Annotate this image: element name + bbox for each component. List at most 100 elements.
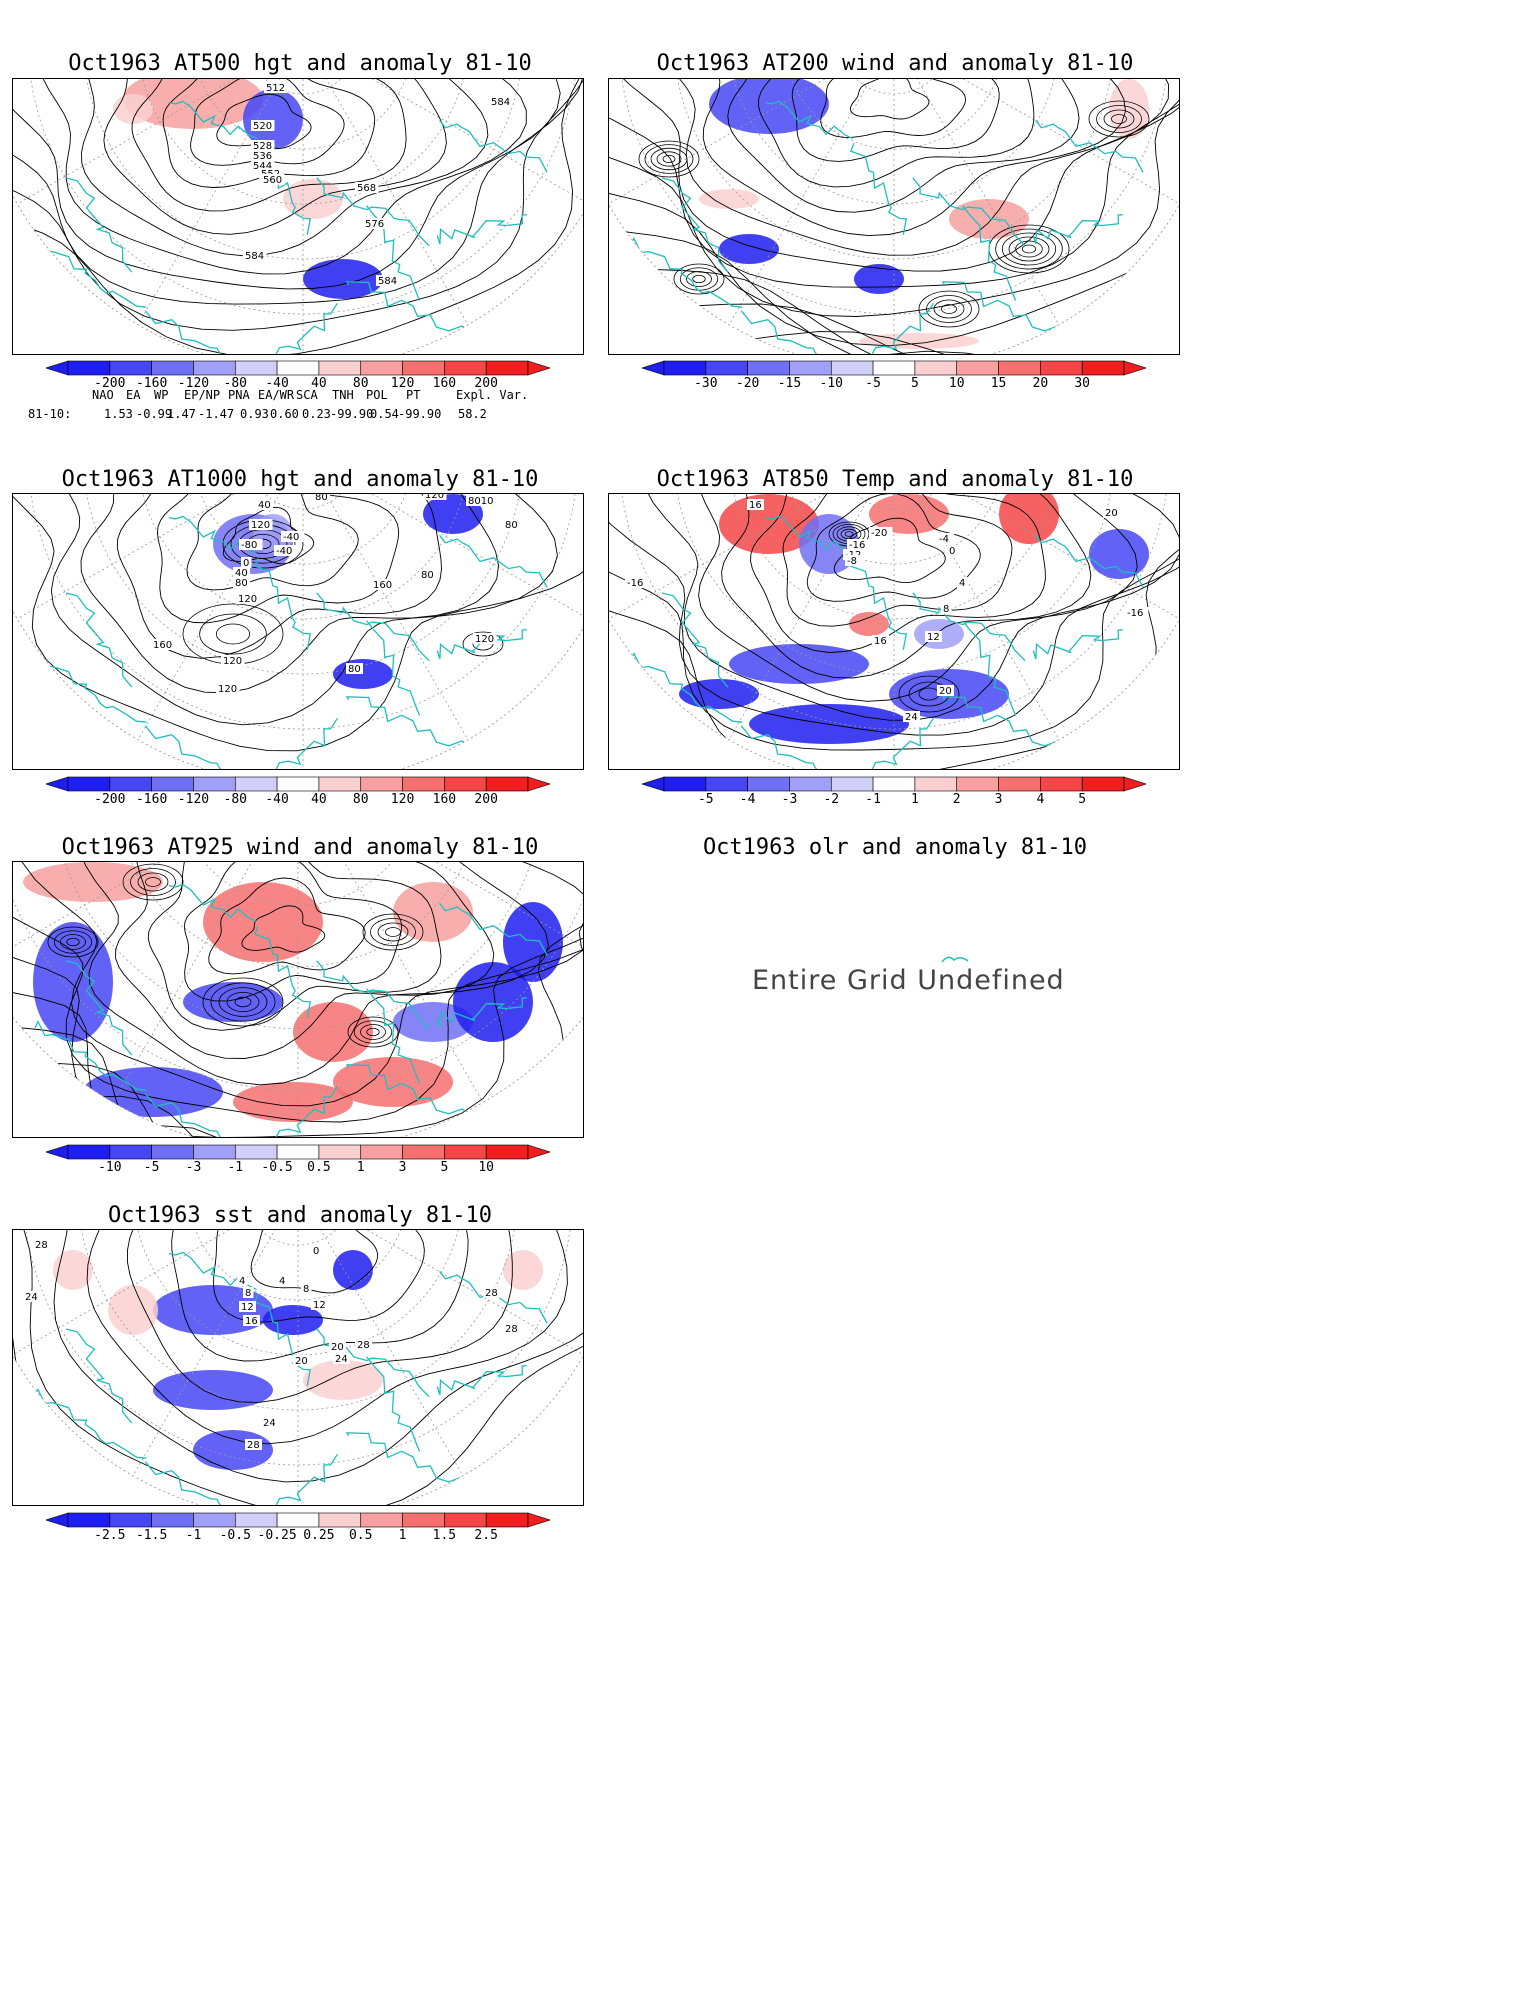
colorbar-tick-label: -20 <box>735 376 760 391</box>
colorbar-925wind-swatches <box>45 1144 551 1160</box>
coastline <box>345 1432 487 1492</box>
contour-label: 584 <box>378 276 397 287</box>
contour-label-bg <box>277 1275 288 1286</box>
anomaly-shading <box>849 612 889 636</box>
index-header: Expl. Var. <box>456 388 529 402</box>
contour-line <box>186 494 359 591</box>
contour-label: 28 <box>357 1340 370 1351</box>
streamline <box>147 862 442 1031</box>
streamline <box>53 930 93 954</box>
contour-label-bg <box>243 250 267 261</box>
streamline <box>66 937 80 947</box>
contour-label: 20 <box>295 1356 308 1367</box>
colorbar-swatch <box>318 1512 362 1528</box>
contour-label-bg <box>346 663 363 674</box>
contour-label: 28 <box>505 1324 518 1335</box>
coastline <box>366 620 421 716</box>
colorbar-tick-label: 20 <box>1032 376 1049 391</box>
contour-label-bg <box>355 182 379 193</box>
coastline <box>34 1387 147 1459</box>
contour-line <box>750 494 1046 653</box>
longitude-gridline <box>302 79 583 205</box>
anomaly-shading <box>869 494 949 534</box>
coastline <box>439 119 548 173</box>
contour-label: 20 <box>1105 508 1118 519</box>
streamline <box>13 862 583 1137</box>
streamline <box>609 79 1179 288</box>
contour-label: 80 <box>421 570 434 581</box>
contour-label: 24 <box>905 712 918 723</box>
contour-label: 8 <box>943 604 949 615</box>
colorbar-swatch <box>747 360 790 376</box>
coastline <box>168 100 257 139</box>
olr-coast-fragment-icon <box>941 956 969 963</box>
colorbar-swatch <box>872 776 916 792</box>
coastline <box>254 1293 312 1386</box>
contour-label: 80 <box>505 520 518 531</box>
contour-label-bg <box>221 655 245 666</box>
streamline <box>820 79 967 138</box>
colorbar-swatch <box>444 360 487 376</box>
contour-label-bg <box>466 495 496 506</box>
contour-label-bg <box>311 1245 322 1256</box>
contour-line <box>13 1230 583 1505</box>
anomaly-shading <box>719 494 819 554</box>
contour-label-bg <box>281 531 305 542</box>
colorbar-swatch <box>402 1144 445 1160</box>
colorbar-tick-label: -80 <box>223 376 248 391</box>
colorbar-swatch <box>67 776 111 792</box>
streamline <box>686 271 712 287</box>
contour-line <box>840 528 858 540</box>
contour-line <box>640 494 1179 721</box>
contour-line <box>215 623 251 645</box>
coastline <box>741 310 861 354</box>
colorbar-850temp: -5 -4 -3 -2 -1 1 2 3 4 5 <box>641 776 1147 810</box>
colorbar-swatch <box>276 1144 320 1160</box>
colorbar-tick-label: -15 <box>777 376 802 391</box>
streamline <box>78 862 549 1086</box>
colorbar-850temp-swatches <box>641 776 1147 792</box>
streamline <box>208 877 366 975</box>
colorbar-tick-label: 0.5 <box>307 1160 331 1175</box>
longitude-gridline <box>13 862 299 968</box>
contour-label-bg <box>473 633 497 644</box>
coastline <box>65 1328 133 1424</box>
coastline <box>436 629 527 660</box>
longitude-gridline <box>297 1230 583 1356</box>
colorbar-low-arrow <box>641 776 665 792</box>
contour-label: 40 <box>258 500 271 511</box>
colorbar-tick-label: -0.5 <box>219 1528 251 1543</box>
coastline <box>168 883 257 922</box>
panel-title-olr: Oct1963 olr and anomaly 81-10 <box>702 835 1088 860</box>
contour-label-bg <box>236 593 260 604</box>
contour-label-bg <box>243 1315 260 1326</box>
contour-label: 16 <box>749 500 762 511</box>
latitude-gridline <box>838 79 950 95</box>
colorbar-low-arrow <box>45 776 69 792</box>
streamline <box>366 1027 380 1037</box>
map-panel-925wind <box>12 861 584 1138</box>
anomaly-shading <box>699 189 759 209</box>
streamline <box>183 862 403 1002</box>
streamline <box>1111 114 1127 124</box>
index-value: 0.60 <box>270 407 299 421</box>
colorbar-tick-label: 120 <box>390 376 415 391</box>
longitude-gridline <box>302 494 469 740</box>
contour-label-bg <box>957 577 968 588</box>
contour-label-bg <box>251 150 275 161</box>
colorbar-tick-label: -40 <box>265 792 289 807</box>
index-header: PT <box>406 388 421 402</box>
colorbar-swatch <box>318 776 362 792</box>
colorbar-tick-label: -2.5 <box>94 1528 126 1543</box>
colorbar-swatch <box>402 1512 445 1528</box>
streamline <box>1021 244 1037 254</box>
contour-line <box>162 79 376 188</box>
coastline <box>439 534 548 588</box>
contour-label: 0 <box>243 558 249 569</box>
colorbar-tick-label: -0.25 <box>257 1528 297 1543</box>
colorbar-swatch <box>402 360 445 376</box>
colorbar-tick-label: 1 <box>910 792 919 807</box>
colorbar-swatch <box>1081 360 1125 376</box>
anomaly-shading <box>303 1360 383 1400</box>
colorbar-tick-label: -10 <box>98 1160 122 1175</box>
